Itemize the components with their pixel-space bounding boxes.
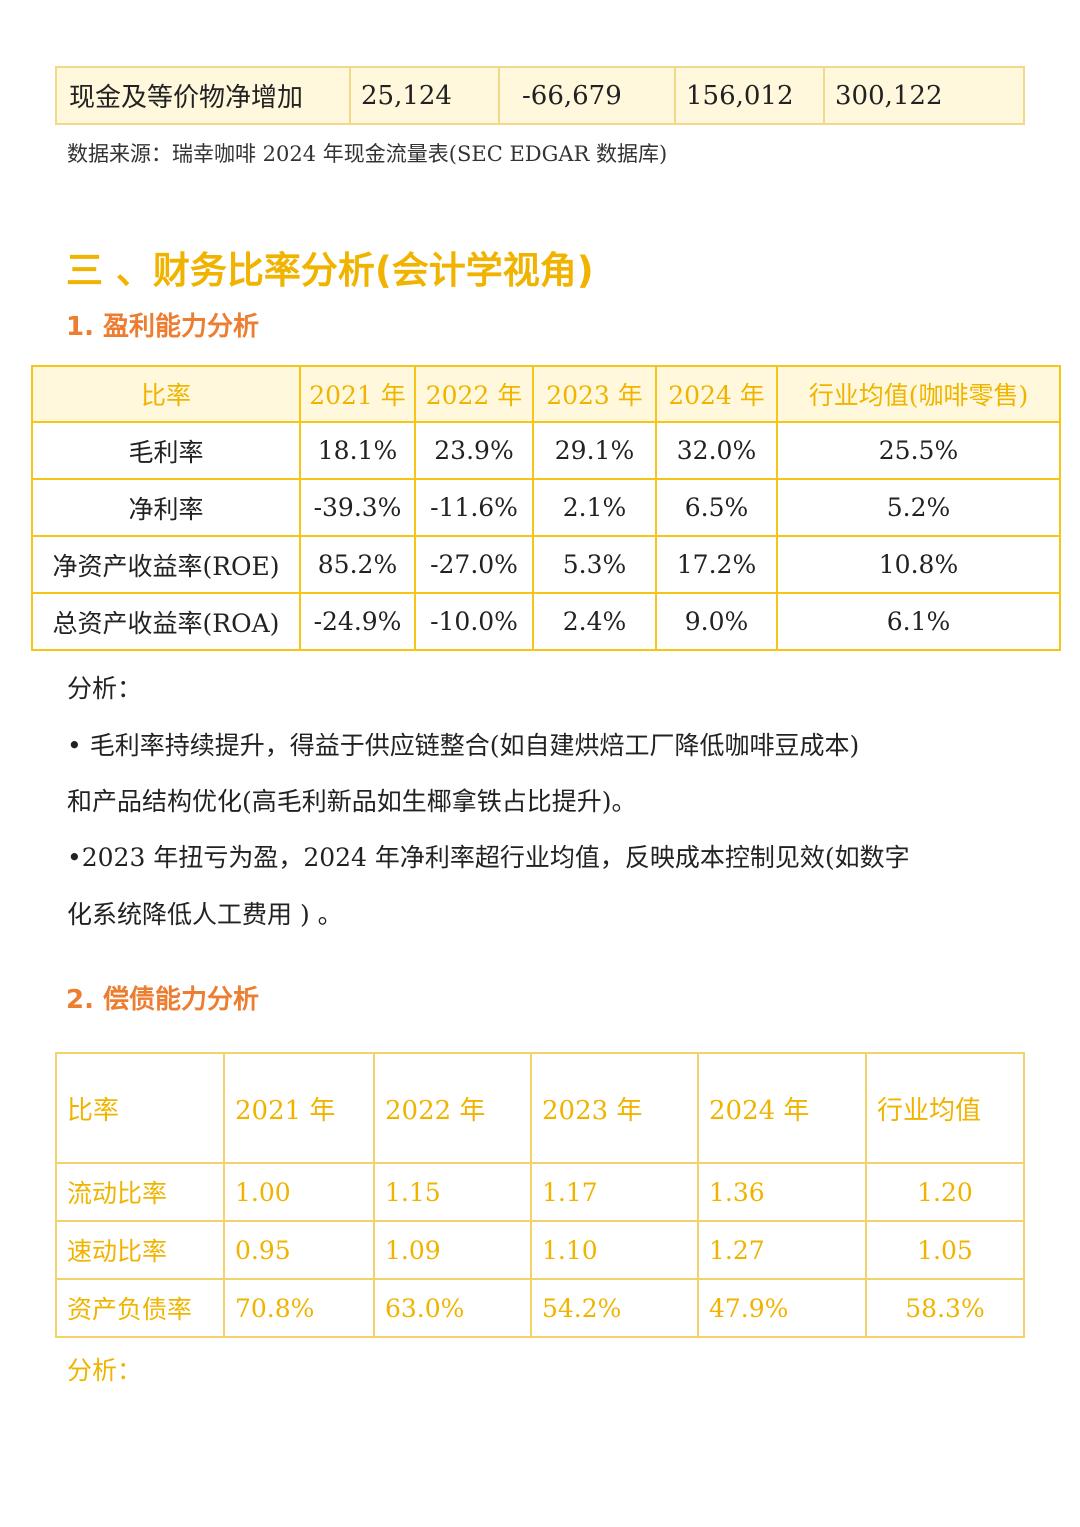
- column-header: 2023 年: [532, 365, 657, 423]
- analysis-label: 分析：: [67, 674, 143, 703]
- table-cell: 6.1%: [776, 592, 1061, 651]
- table-row: 总资产收益率(ROA) -24.9% -10.0% 2.4% 9.0% 6.1%: [31, 592, 1061, 651]
- table-row: 净利率 -39.3% -11.6% 2.1% 6.5% 5.2%: [31, 478, 1061, 537]
- table-cell: -27.0%: [414, 535, 534, 594]
- row-label: 总资产收益率(ROA): [31, 592, 301, 651]
- column-header: 比率: [55, 1052, 225, 1164]
- table-cell: 25.5%: [776, 421, 1061, 480]
- cash-flow-table: 现金及等价物净增加 25,124 -66,679 156,012 300,122: [55, 66, 1025, 125]
- table-cell: 70.8%: [223, 1278, 375, 1338]
- column-header: 2024 年: [655, 365, 778, 423]
- table-cell: 1.00: [223, 1162, 375, 1222]
- table-cell: 156,012: [674, 66, 825, 125]
- table-cell: 5.3%: [532, 535, 657, 594]
- table-cell: 9.0%: [655, 592, 778, 651]
- table-cell: -39.3%: [299, 478, 416, 537]
- row-label: 速动比率: [55, 1220, 225, 1280]
- source-note: 数据来源：瑞幸咖啡 2024 年现金流量表(SEC EDGAR 数据库): [67, 142, 668, 166]
- column-header: 2023 年: [530, 1052, 699, 1164]
- column-header: 2022 年: [414, 365, 534, 423]
- table-cell: -24.9%: [299, 592, 416, 651]
- row-label: 资产负债率: [55, 1278, 225, 1338]
- table-cell: 63.0%: [373, 1278, 532, 1338]
- analysis-line: • 毛利率持续提升，得益于供应链整合(如自建烘焙工厂降低咖啡豆成本): [67, 731, 860, 760]
- column-header: 2021 年: [299, 365, 416, 423]
- row-label: 毛利率: [31, 421, 301, 480]
- table-row: 毛利率 18.1% 23.9% 29.1% 32.0% 25.5%: [31, 421, 1061, 480]
- analysis-line: 和产品结构优化(高毛利新品如生椰拿铁占比提升)。: [67, 787, 637, 816]
- table-cell: 1.17: [530, 1162, 699, 1222]
- table-cell: 1.10: [530, 1220, 699, 1280]
- table-row: 净资产收益率(ROE) 85.2% -27.0% 5.3% 17.2% 10.8…: [31, 535, 1061, 594]
- table-cell: 85.2%: [299, 535, 416, 594]
- column-header: 行业均值(咖啡零售): [776, 365, 1061, 423]
- profitability-table: 比率 2021 年 2022 年 2023 年 2024 年 行业均值(咖啡零售…: [31, 365, 1061, 651]
- table-cell: 58.3%: [865, 1278, 1025, 1338]
- table-row: 速动比率 0.95 1.09 1.10 1.27 1.05: [55, 1220, 1025, 1280]
- table-cell: 32.0%: [655, 421, 778, 480]
- table-cell: -66,679: [498, 66, 676, 125]
- table-row: 资产负债率 70.8% 63.0% 54.2% 47.9% 58.3%: [55, 1278, 1025, 1338]
- table-cell: 1.27: [697, 1220, 867, 1280]
- table-cell: 2.1%: [532, 478, 657, 537]
- table-cell: 1.05: [865, 1220, 1025, 1280]
- row-label: 流动比率: [55, 1162, 225, 1222]
- analysis-line: 化系统降低人工费用 ) 。: [67, 900, 343, 929]
- solvency-table: 比率 2021 年 2022 年 2023 年 2024 年 行业均值 流动比率…: [55, 1052, 1025, 1338]
- analysis-line: •2023 年扭亏为盈，2024 年净利率超行业均值，反映成本控制见效(如数字: [67, 843, 910, 872]
- solvency-analysis-label: 分析：: [67, 1356, 143, 1385]
- table-cell: 23.9%: [414, 421, 534, 480]
- table-row: 流动比率 1.00 1.15 1.17 1.36 1.20: [55, 1162, 1025, 1222]
- profitability-heading: 1. 盈利能力分析: [66, 312, 260, 342]
- table-cell: 1.36: [697, 1162, 867, 1222]
- table-cell: 29.1%: [532, 421, 657, 480]
- table-cell: -11.6%: [414, 478, 534, 537]
- row-label: 净资产收益率(ROE): [31, 535, 301, 594]
- table-cell: 6.5%: [655, 478, 778, 537]
- table-cell: 25,124: [349, 66, 500, 125]
- table-row: 现金及等价物净增加 25,124 -66,679 156,012 300,122: [55, 66, 1025, 125]
- column-header: 2022 年: [373, 1052, 532, 1164]
- table-header-row: 比率 2021 年 2022 年 2023 年 2024 年 行业均值(咖啡零售…: [31, 365, 1061, 423]
- table-cell: 10.8%: [776, 535, 1061, 594]
- table-cell: 1.09: [373, 1220, 532, 1280]
- table-cell: 2.4%: [532, 592, 657, 651]
- table-cell: 18.1%: [299, 421, 416, 480]
- table-cell: 现金及等价物净增加: [55, 66, 351, 125]
- column-header: 行业均值: [865, 1052, 1025, 1164]
- table-cell: 54.2%: [530, 1278, 699, 1338]
- table-cell: 17.2%: [655, 535, 778, 594]
- table-cell: 1.15: [373, 1162, 532, 1222]
- column-header: 2024 年: [697, 1052, 867, 1164]
- solvency-heading: 2. 偿债能力分析: [66, 985, 260, 1015]
- table-cell: -10.0%: [414, 592, 534, 651]
- table-cell: 5.2%: [776, 478, 1061, 537]
- column-header: 2021 年: [223, 1052, 375, 1164]
- section-title: 三 、财务比率分析(会计学视角): [66, 249, 594, 292]
- table-cell: 1.20: [865, 1162, 1025, 1222]
- table-header-row: 比率 2021 年 2022 年 2023 年 2024 年 行业均值: [55, 1052, 1025, 1164]
- table-cell: 0.95: [223, 1220, 375, 1280]
- column-header: 比率: [31, 365, 301, 423]
- table-cell: 47.9%: [697, 1278, 867, 1338]
- table-cell: 300,122: [823, 66, 1025, 125]
- row-label: 净利率: [31, 478, 301, 537]
